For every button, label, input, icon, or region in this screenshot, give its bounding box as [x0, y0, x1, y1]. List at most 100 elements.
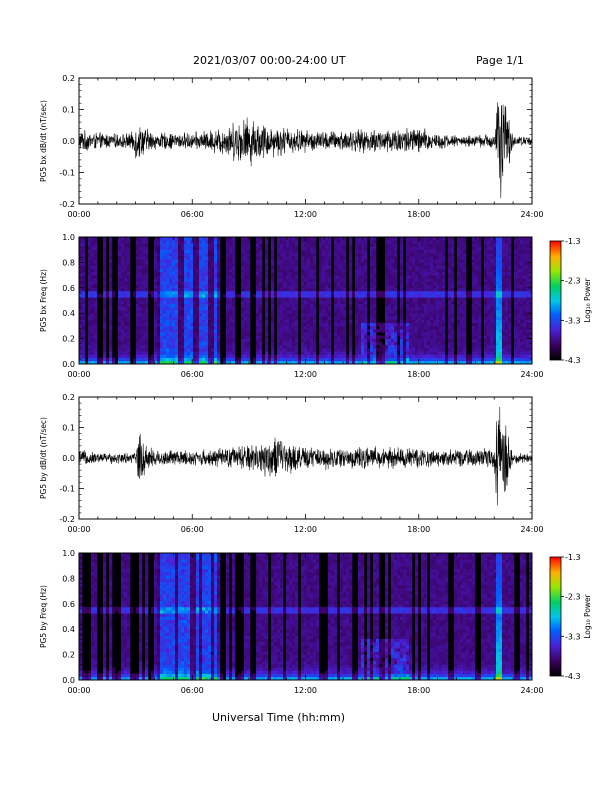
spectrogram-cell	[214, 246, 218, 250]
spectrogram-cell	[211, 332, 215, 336]
spectrogram-cell	[283, 335, 287, 339]
spectrogram-cell	[166, 281, 170, 285]
spectrogram-cell	[436, 252, 440, 257]
spectrogram-cell	[154, 256, 158, 260]
spectrogram-cell	[94, 354, 98, 358]
spectrogram-cell	[208, 310, 212, 314]
spectrogram-cell	[91, 290, 95, 295]
spectrogram-cell	[436, 256, 440, 260]
spectrogram-cell	[523, 335, 527, 339]
spectrogram-cell	[463, 278, 467, 282]
spectrogram-cell	[448, 338, 452, 343]
spectrogram-cell	[91, 316, 95, 320]
spectrogram-cell	[463, 259, 467, 263]
spectrogram-cell	[82, 332, 86, 336]
spectrogram-cell	[211, 310, 215, 314]
spectrogram-cell	[214, 319, 218, 324]
spectrogram-cell	[478, 338, 482, 343]
spectrogram-cell	[190, 335, 194, 339]
spectrogram-cell	[424, 310, 428, 314]
spectrogram-cell	[265, 243, 269, 247]
spectrogram-cell	[355, 306, 359, 311]
spectrogram-cell	[418, 275, 422, 279]
spectrogram-cell	[139, 332, 143, 336]
spectrogram-cell	[448, 344, 452, 349]
spectrogram-cell	[187, 256, 191, 260]
spectrogram-cell	[337, 344, 341, 349]
spectrogram-cell	[403, 354, 407, 358]
spectrogram-cell	[337, 357, 341, 362]
spectrogram-cell	[391, 237, 395, 241]
spectrogram-cell	[406, 278, 410, 282]
spectrogram-cell	[121, 240, 125, 244]
spectrogram-cell	[241, 338, 245, 343]
spectrogram-cell	[169, 300, 173, 304]
spectrogram-cell	[181, 360, 185, 365]
spectrogram-cell	[289, 354, 293, 358]
spectrogram-cell	[454, 290, 458, 295]
spectrogram-cell	[118, 351, 122, 355]
spectrogram-cell	[412, 344, 416, 349]
spectrogram-cell	[361, 332, 365, 336]
spectrogram-cell	[439, 300, 443, 304]
spectrogram-cell	[289, 360, 293, 365]
spectrogram-cell	[514, 249, 518, 254]
spectrogram-cell	[520, 319, 524, 324]
spectrogram-cell	[103, 329, 107, 333]
spectrogram-cell	[373, 281, 377, 285]
spectrogram-cell	[490, 338, 494, 343]
spectrogram-cell	[424, 256, 428, 260]
spectrogram-cell	[259, 252, 263, 257]
spectrogram-cell	[451, 322, 455, 327]
spectrogram-cell	[247, 344, 251, 349]
spectrogram-cell	[109, 287, 113, 292]
spectrogram-cell	[178, 281, 182, 285]
spectrogram-cell	[256, 262, 260, 266]
spectrogram-cell	[160, 275, 164, 279]
spectrogram-cell	[529, 357, 533, 362]
spectrogram-cell	[307, 243, 311, 247]
spectrogram-cell	[439, 329, 443, 333]
spectrogram-cell	[193, 306, 197, 311]
spectrogram-cell	[508, 246, 512, 250]
spectrogram-cell	[286, 284, 290, 289]
spectrogram-cell	[277, 325, 281, 330]
spectrogram-cell	[505, 357, 509, 362]
spectrogram-cell	[142, 338, 146, 343]
spectrogram-cell	[361, 344, 365, 349]
spectrogram-cell	[142, 332, 146, 336]
spectrogram-cell	[508, 316, 512, 320]
spectrogram-cell	[526, 252, 530, 257]
spectrogram-cell	[484, 249, 488, 254]
spectrogram-cell	[136, 335, 140, 339]
spectrogram-cell	[472, 313, 476, 317]
spectrogram-cell	[334, 249, 338, 254]
spectrogram-cell	[484, 332, 488, 336]
spectrogram-cell	[493, 348, 497, 352]
spectrogram-cell	[178, 290, 182, 295]
spectrogram-cell	[139, 322, 143, 327]
spectrogram-cell	[391, 259, 395, 263]
spectrogram-cell	[349, 322, 353, 327]
spectrogram-cell	[313, 329, 317, 333]
spectrogram-cell	[181, 268, 185, 273]
spectrogram-cell	[337, 338, 341, 343]
spectrogram-cell	[415, 303, 419, 308]
spectrogram-cell	[109, 297, 113, 301]
spectrogram-cell	[358, 300, 362, 304]
spectrogram-cell	[322, 281, 326, 285]
spectrogram-cell	[397, 329, 401, 333]
spectrogram-cell	[121, 341, 125, 346]
spectrogram-cell	[496, 341, 500, 346]
spectrogram-cell	[451, 360, 455, 365]
spectrogram-cell	[478, 341, 482, 346]
spectrogram-cell	[505, 284, 509, 289]
spectrogram-cell	[349, 310, 353, 314]
spectrogram-cell	[508, 259, 512, 263]
spectrogram-cell	[421, 300, 425, 304]
x-tick-label: 18:00	[407, 370, 430, 379]
spectrogram-cell	[88, 360, 92, 365]
spectrogram-cell	[466, 290, 470, 295]
spectrogram-cell	[325, 246, 329, 250]
spectrogram-cell	[388, 341, 392, 346]
